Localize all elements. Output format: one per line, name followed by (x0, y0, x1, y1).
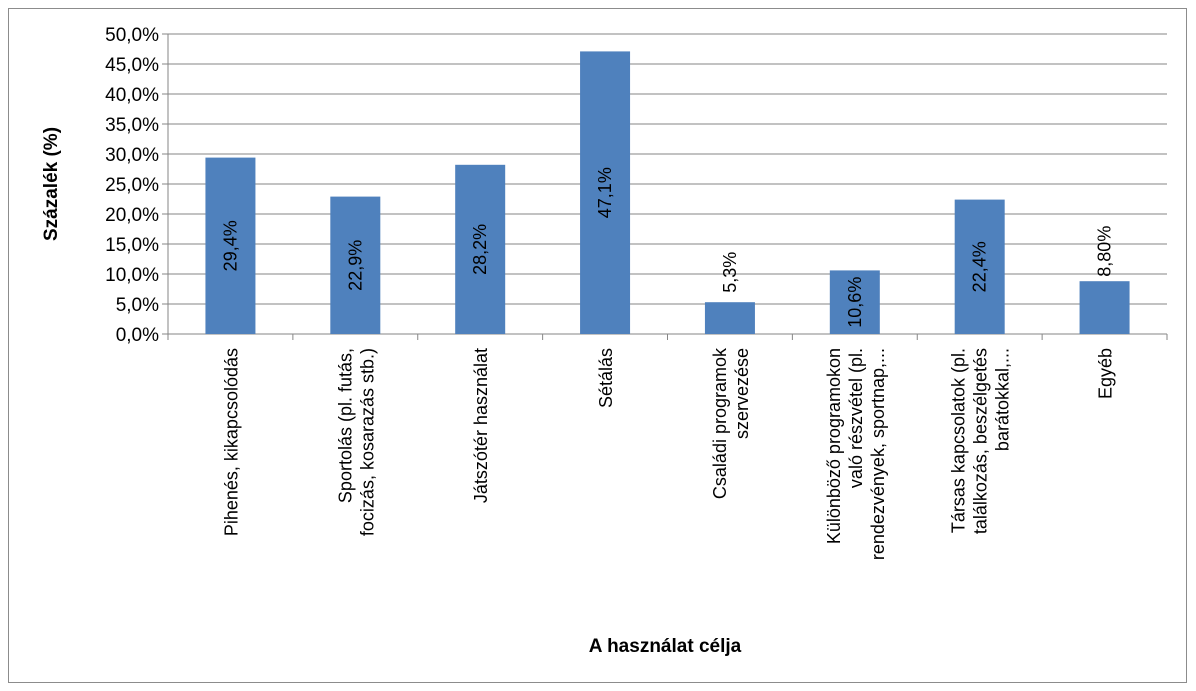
y-tick-label: 30,0% (105, 145, 159, 166)
y-tick-label: 15,0% (105, 235, 159, 256)
bar (330, 196, 381, 334)
bar (1079, 281, 1130, 334)
x-category-label: Sétálás (596, 348, 616, 408)
bar (954, 199, 1005, 334)
x-category-label-line: Játszótér használat (471, 348, 491, 503)
x-category-label-line: rendezvények, sportnap,... (868, 348, 888, 560)
y-tick-label: 35,0% (105, 115, 159, 136)
x-category-label-line: Családi programok (710, 347, 730, 499)
x-category-label: Különböző programokon való részvétel (pl.… (824, 348, 888, 560)
y-tick-label: 25,0% (105, 175, 159, 196)
data-label: 22,9% (345, 240, 365, 291)
x-category-label: Pihenés, kikapcsolódás (221, 348, 241, 536)
data-label: 28,2% (470, 224, 490, 275)
data-labels: 29,4% 22,9% 28,2% 47,1% 5,3% 10,6% 22,4% 8,80% (220, 167, 1114, 328)
bar (704, 302, 755, 334)
y-tick-labels: 0,0% 5,0% 10,0% 15,0% 20,0% 25,0% 30,0% 35,0% 40… (105, 25, 159, 346)
x-category-label-line: Sportolás (pl. futás, (335, 348, 355, 503)
y-tick-label: 20,0% (105, 205, 159, 226)
data-label: 5,3% (720, 252, 740, 293)
y-tick-label: 40,0% (105, 85, 159, 106)
x-category-label: Sportolás (pl. futás, focizás, kosarazás … (335, 348, 377, 536)
y-tick-label: 0,0% (116, 325, 159, 346)
bar (829, 270, 880, 334)
x-category-label: Családi programok szervezése (710, 347, 752, 499)
x-category-label-line: való részvétel (pl. (846, 348, 866, 488)
x-category-label-line: focizás, kosarazás stb.) (357, 348, 377, 536)
x-category-label-line: Sétálás (596, 348, 616, 408)
data-label: 8,80% (1095, 226, 1115, 277)
bars (205, 51, 1130, 335)
x-category-label-line: Egyéb (1096, 348, 1116, 399)
y-tick-label: 5,0% (116, 295, 159, 316)
data-label: 47,1% (595, 167, 615, 218)
x-axis-title: A használat célja (589, 636, 742, 657)
x-category-label-line: barátokkal,... (993, 348, 1013, 451)
data-label: 22,4% (970, 241, 990, 292)
data-label: 10,6% (845, 277, 865, 328)
y-axis-title: Százalék (%) (41, 127, 62, 241)
x-category-label: Egyéb (1096, 348, 1116, 399)
x-category-label-line: Különböző programokon (824, 348, 844, 544)
x-category-label-line: Társas kapcsolatok (pl. (949, 348, 969, 533)
x-category-label-line: találkozás, beszélgetés (971, 348, 991, 534)
y-tick-label: 50,0% (105, 25, 159, 46)
x-category-label: Játszótér használat (471, 348, 491, 503)
bar (205, 157, 256, 334)
x-category-label-line: Pihenés, kikapcsolódás (221, 348, 241, 536)
x-category-labels: Pihenés, kikapcsolódás Sportolás (pl. fut… (221, 347, 1115, 560)
x-category-label: Társas kapcsolatok (pl. találkozás, beszé… (949, 348, 1013, 534)
bar (455, 164, 506, 334)
y-tick-label: 10,0% (105, 265, 159, 286)
data-label: 29,4% (220, 220, 240, 271)
gridlines (162, 33, 1168, 340)
x-category-label-line: szervezése (732, 348, 752, 439)
bar (580, 51, 631, 335)
y-tick-label: 45,0% (105, 55, 159, 76)
